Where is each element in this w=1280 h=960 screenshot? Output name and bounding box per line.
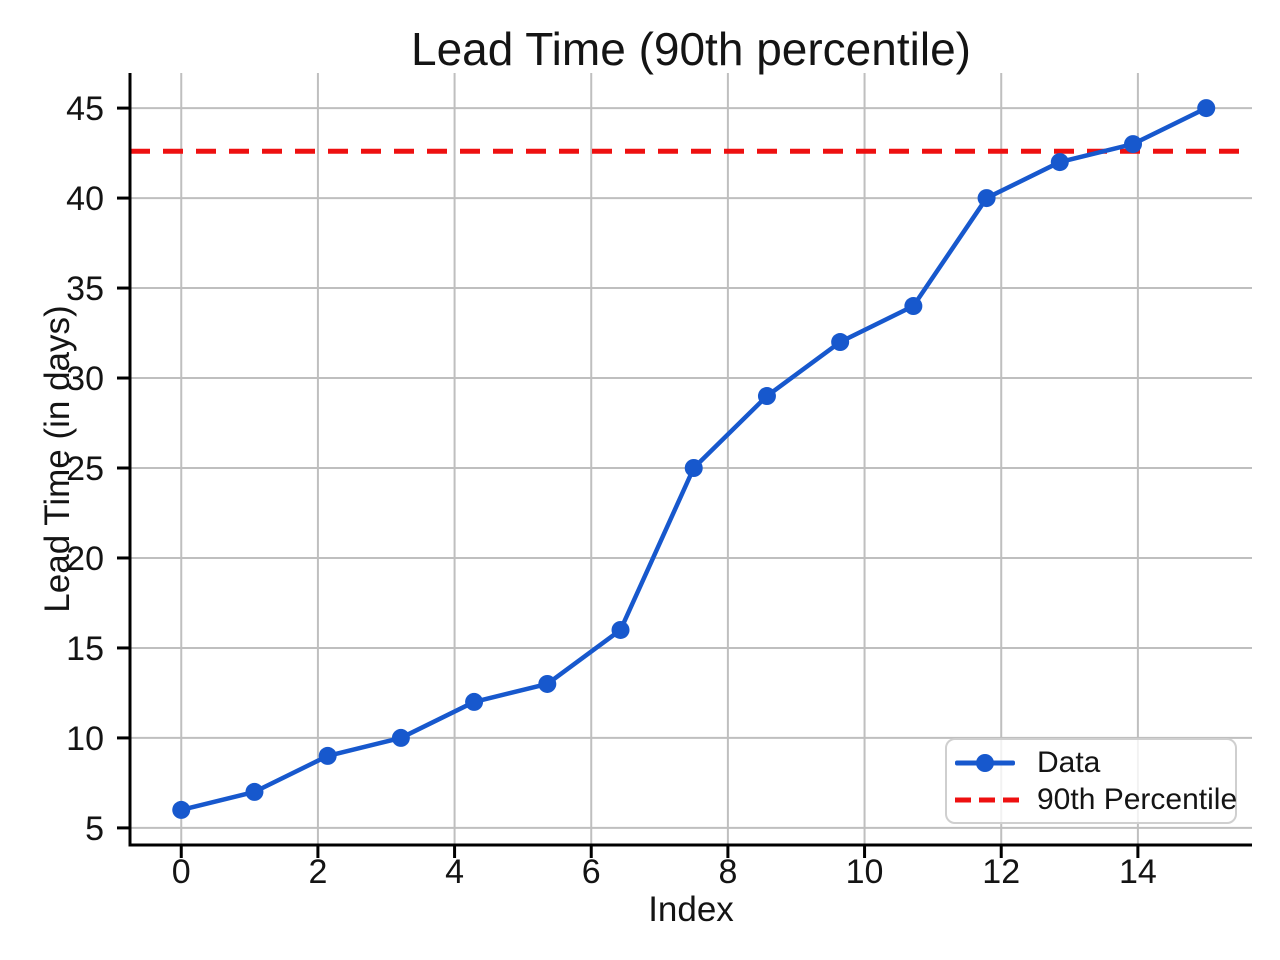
- legend-label-percentile: 90th Percentile: [1037, 782, 1238, 816]
- data-point: [172, 800, 191, 819]
- y-tick-label: 30: [66, 360, 104, 398]
- x-tick-label: 14: [1119, 853, 1157, 891]
- y-tick-label: 10: [66, 720, 104, 758]
- x-tick-label: 8: [718, 853, 737, 891]
- x-tick-label: 4: [445, 853, 464, 891]
- data-point: [538, 674, 557, 693]
- data-point: [684, 458, 703, 477]
- data-point: [904, 297, 923, 316]
- legend-label-data: Data: [1037, 745, 1101, 779]
- legend: Data 90th Percentile: [945, 738, 1237, 824]
- data-point: [611, 620, 630, 639]
- y-axis-label: Lead Time (in days): [38, 305, 77, 613]
- data-point: [391, 728, 410, 747]
- x-tick-label: 0: [172, 853, 191, 891]
- chart-title: Lead Time (90th percentile): [411, 23, 971, 75]
- legend-dash-icon: [955, 797, 1019, 802]
- data-point: [977, 189, 996, 208]
- data-point: [1124, 135, 1143, 154]
- y-tick-label: 25: [66, 450, 104, 488]
- x-tick-label: 10: [846, 853, 884, 891]
- x-tick-label: 12: [982, 853, 1020, 891]
- y-tick-label: 45: [66, 90, 104, 128]
- y-tick-label: 40: [66, 180, 104, 218]
- data-point: [245, 782, 264, 801]
- data-point: [1197, 99, 1216, 118]
- y-tick-label: 20: [66, 540, 104, 578]
- legend-item-data: Data: [955, 744, 1229, 781]
- data-point: [1050, 153, 1069, 172]
- x-tick-label: 2: [308, 853, 327, 891]
- data-point: [831, 333, 850, 352]
- x-tick-label: 6: [582, 853, 601, 891]
- legend-marker-icon: [976, 753, 994, 772]
- data-point: [757, 387, 776, 406]
- legend-line-marker-sample: [955, 753, 1015, 773]
- data-point: [465, 692, 484, 711]
- y-tick-label: 35: [66, 270, 104, 308]
- legend-item-percentile: 90th Percentile: [955, 781, 1237, 818]
- y-tick-label: 5: [85, 810, 104, 848]
- legend-dash-sample: [955, 790, 1019, 810]
- data-point: [318, 746, 337, 765]
- y-tick-label: 15: [66, 630, 104, 668]
- x-axis-label: Index: [648, 890, 734, 929]
